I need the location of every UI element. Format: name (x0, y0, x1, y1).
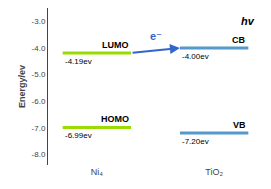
svg-text:-6.0: -6.0 (32, 97, 46, 106)
svg-text:-4.19ev: -4.19ev (65, 57, 92, 66)
svg-text:Ni₄: Ni₄ (91, 167, 103, 177)
svg-text:-7.20ev: -7.20ev (182, 137, 209, 146)
svg-text:-3.0: -3.0 (32, 17, 46, 26)
svg-text:LUMO: LUMO (102, 40, 129, 50)
svg-text:TiO₂: TiO₂ (205, 167, 223, 177)
svg-text:Energy/ev: Energy/ev (17, 65, 27, 108)
svg-text:e⁻: e⁻ (150, 30, 162, 42)
svg-text:CB: CB (232, 35, 245, 45)
svg-text:-8.0: -8.0 (32, 150, 46, 159)
svg-text:-5.0: -5.0 (32, 70, 46, 79)
svg-text:-4.00ev: -4.00ev (182, 52, 209, 61)
svg-text:HOMO: HOMO (101, 114, 129, 124)
svg-text:-6.99ev: -6.99ev (65, 131, 92, 140)
svg-text:hv: hv (241, 15, 255, 27)
svg-text:-7.0: -7.0 (32, 124, 46, 133)
svg-text:VB: VB (233, 120, 246, 130)
svg-text:-4.0: -4.0 (32, 44, 46, 53)
